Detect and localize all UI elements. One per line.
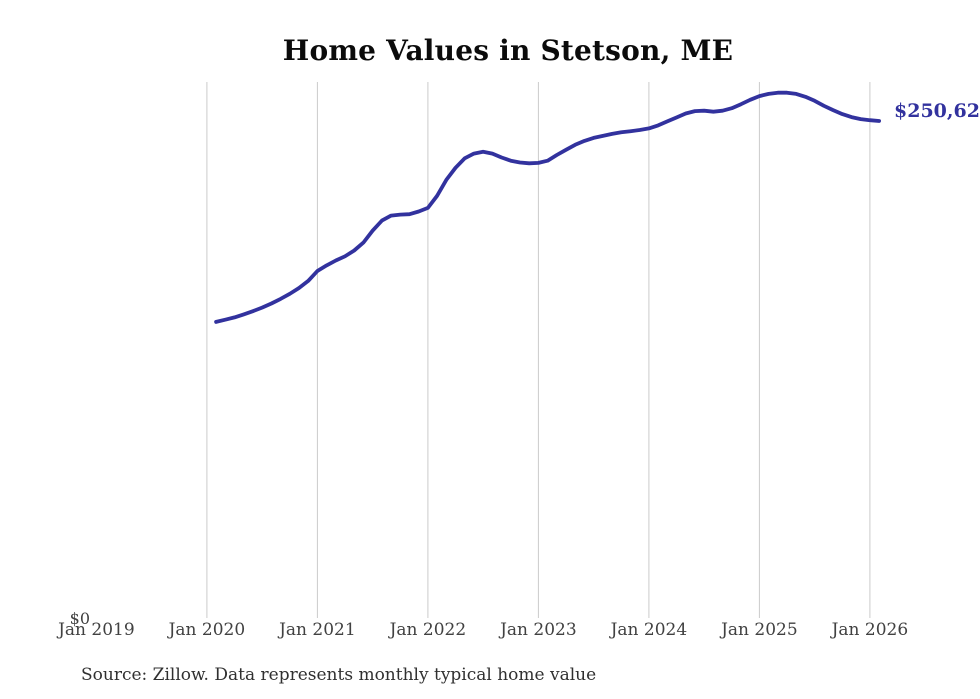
x-tick-label: Jan 2021 [279,620,356,640]
x-tick-label: Jan 2022 [389,620,467,640]
x-tick-label: Jan 2026 [831,620,909,640]
y-axis-zero-label: $0 [69,609,90,628]
x-tick-label: Jan 2023 [500,620,577,640]
latest-value-label: $250,621 [894,100,980,122]
source-note: Source: Zillow. Data represents monthly … [81,665,597,685]
x-tick-label: Jan 2020 [168,620,246,640]
chart-title: Home Values in Stetson, ME [282,34,734,67]
x-tick-label: Jan 2024 [610,620,688,640]
x-tick-label: Jan 2025 [721,620,798,640]
x-tick-label: Jan 2019 [58,620,135,640]
home-value-line [214,90,881,324]
